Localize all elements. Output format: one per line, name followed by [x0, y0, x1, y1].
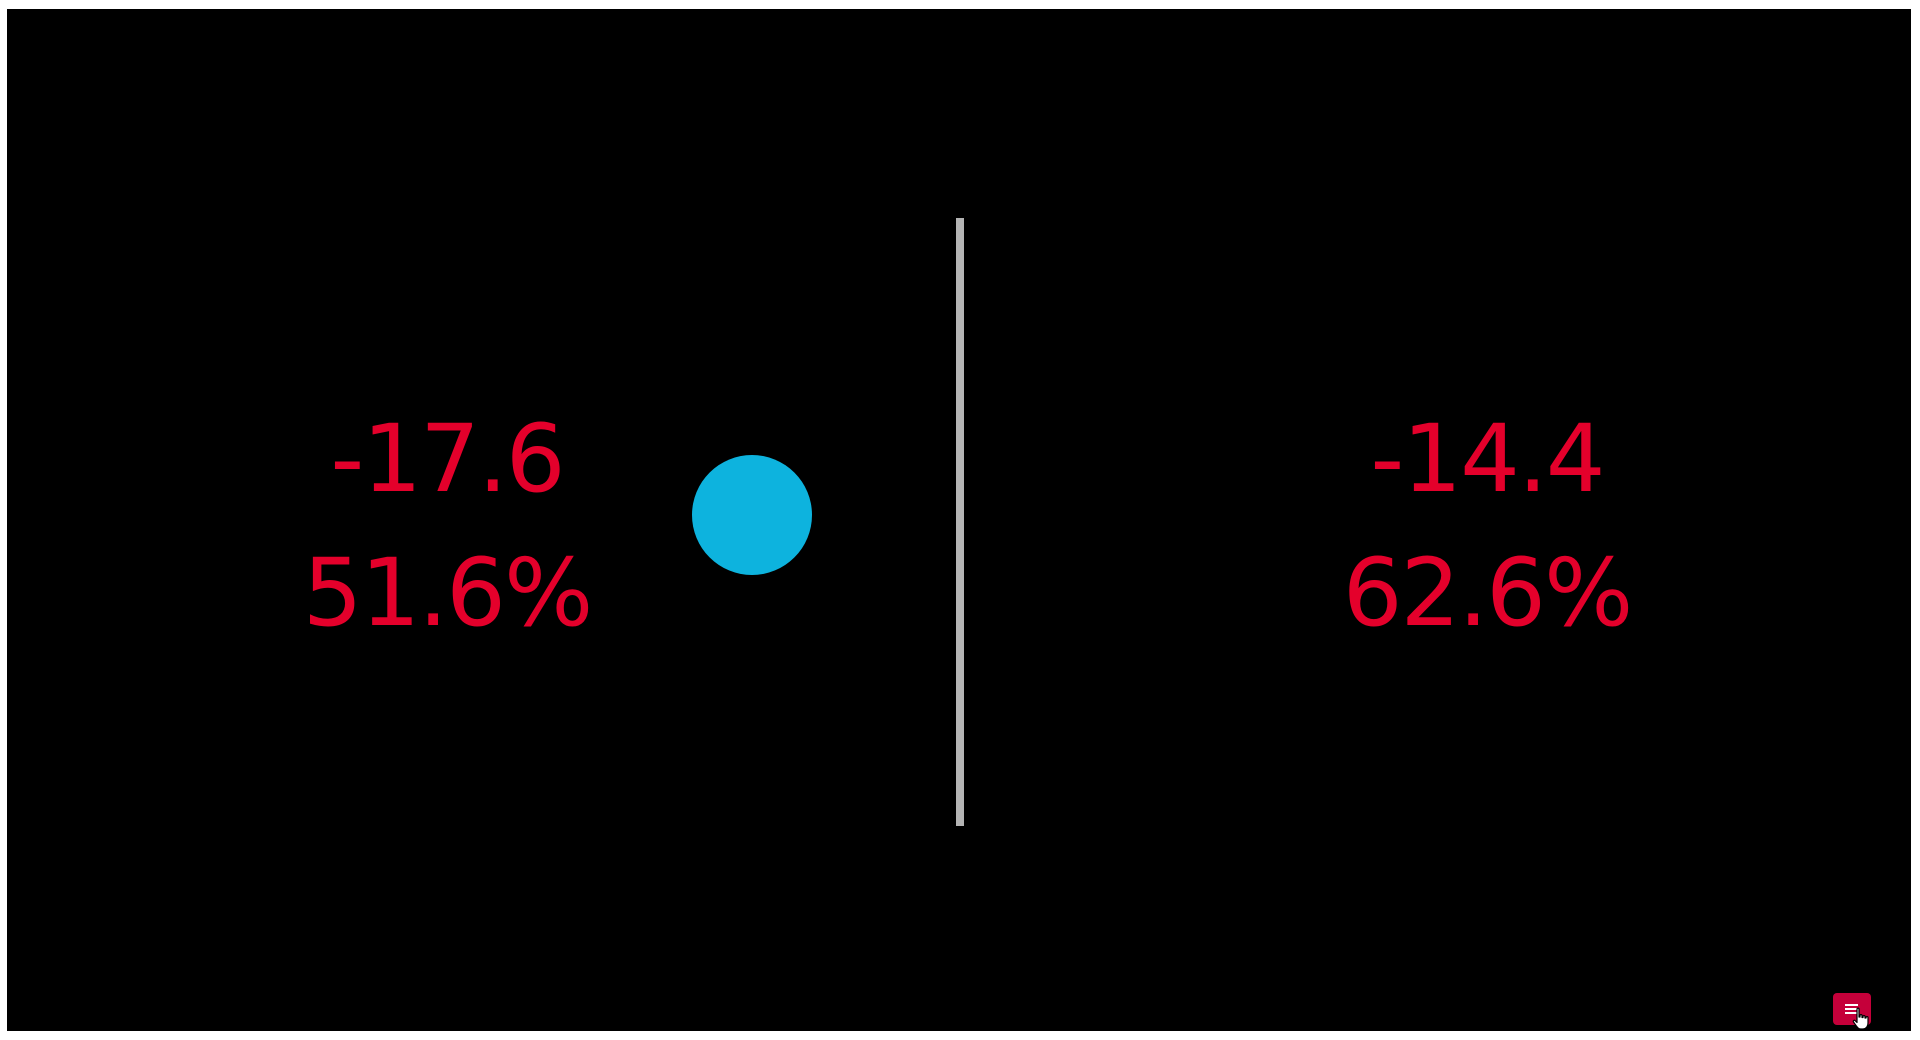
center-divider — [956, 218, 964, 826]
status-indicator-dot — [692, 455, 812, 575]
hamburger-menu-icon — [1845, 1004, 1858, 1014]
right-delta-value: -14.4 — [1370, 405, 1605, 514]
left-delta-value: -17.6 — [330, 405, 565, 514]
menu-button[interactable] — [1833, 993, 1871, 1025]
right-percent-value: 62.6% — [1342, 539, 1634, 648]
display-stage: -17.6 51.6% -14.4 62.6% — [7, 9, 1911, 1031]
left-percent-value: 51.6% — [302, 539, 594, 648]
